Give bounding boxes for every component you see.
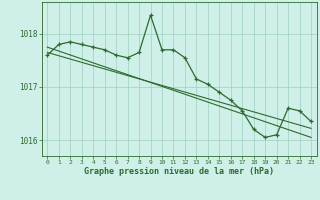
X-axis label: Graphe pression niveau de la mer (hPa): Graphe pression niveau de la mer (hPa) [84,167,274,176]
